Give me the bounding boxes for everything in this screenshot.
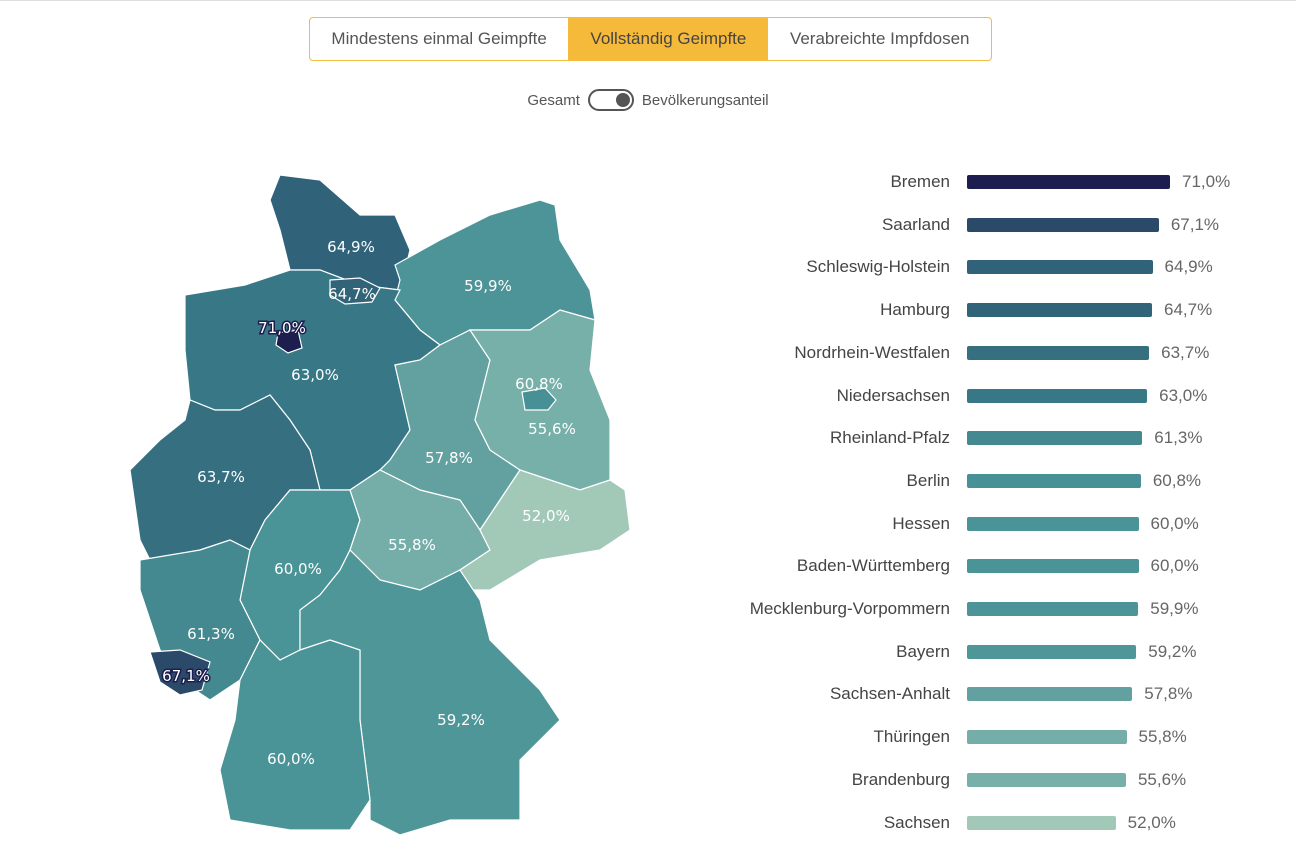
map-region-bremen[interactable] <box>275 329 303 354</box>
bar-value-label: 71,0% <box>1182 172 1231 191</box>
bar[interactable] <box>967 815 1116 830</box>
bar[interactable] <box>967 473 1141 488</box>
bar[interactable] <box>967 516 1139 531</box>
mode-toggle[interactable] <box>587 89 634 111</box>
bar-row: Sachsen-Anhalt 57,8% <box>700 684 1260 704</box>
bar-value-label: 60,0% <box>1150 556 1199 576</box>
bar-label: Hamburg <box>880 300 950 320</box>
metric-tabs: Mindestens einmal Geimpfte Vollständig G… <box>309 17 992 61</box>
bar[interactable] <box>967 217 1159 232</box>
bar-row: Niedersachsen 63,0% <box>700 386 1260 406</box>
tab-first-dose[interactable]: Mindestens einmal Geimpfte <box>331 29 547 48</box>
bar-row: Berlin 60,8% <box>700 471 1260 491</box>
map-value-label: 59,9% <box>464 277 512 295</box>
tab-fully-vaccinated[interactable]: Vollständig Geimpfte <box>568 18 769 60</box>
bar-label: Bremen <box>890 172 950 191</box>
toggle-label-total: Gesamt <box>527 91 580 109</box>
bar-label: Niedersachsen <box>836 385 950 405</box>
bar-label: Thüringen <box>873 727 950 747</box>
bar-label: Schleswig-Holstein <box>806 257 950 277</box>
map-value-label: 71,0% <box>258 319 306 337</box>
bar-value-label: 55,6% <box>1137 769 1187 789</box>
map-region-baden-württemberg[interactable] <box>219 638 371 831</box>
bar-value-label: 67,1% <box>1170 214 1220 234</box>
map-value-label: 63,7% <box>197 468 245 486</box>
map-region-hamburg[interactable] <box>329 277 381 305</box>
bar-label: Nordrhein-Westfalen <box>794 342 950 362</box>
map-value-label: 60,0% <box>267 750 315 768</box>
map-value-label: 55,8% <box>388 536 436 554</box>
bar-label: Saarland <box>881 214 950 234</box>
map-value-label: 57,8% <box>425 449 473 467</box>
bar-value-label: 61,3% <box>1154 428 1203 448</box>
top-divider <box>0 0 1296 1</box>
bar-row: Thüringen 55,8% <box>700 727 1260 747</box>
map-value-label: 64,7% <box>328 285 376 303</box>
bar-row: Mecklenburg-Vorpommern 59,9% <box>700 599 1260 619</box>
map-value-label: 55,6% <box>528 420 576 438</box>
bar[interactable] <box>967 260 1153 275</box>
bar-value-label: 52,0% <box>1127 812 1176 832</box>
map-value-label: 60,8% <box>515 375 563 393</box>
bar[interactable] <box>967 345 1150 360</box>
bar[interactable] <box>967 303 1152 318</box>
bar-value-label: 55,8% <box>1138 727 1187 747</box>
bar[interactable] <box>967 772 1126 787</box>
bar-value-label: 64,9% <box>1164 257 1213 277</box>
map-value-label: 60,0% <box>274 560 322 578</box>
map-value-label: 63,0% <box>291 366 339 384</box>
tab-doses-administered[interactable]: Verabreichte Impfdosen <box>789 29 970 48</box>
map-region-berlin[interactable] <box>521 387 557 411</box>
bar-label: Brandenburg <box>851 769 950 789</box>
bar[interactable] <box>967 602 1139 616</box>
bar-row: Sachsen 52,0% <box>700 813 1260 833</box>
bar[interactable] <box>967 388 1148 403</box>
bar-label: Mecklenburg-Vorpommern <box>749 599 950 618</box>
bar-row: Brandenburg 55,6% <box>700 770 1260 790</box>
bar-label: Rheinland-Pfalz <box>829 428 950 448</box>
bar-label: Sachsen-Anhalt <box>829 684 950 704</box>
bar[interactable] <box>967 431 1143 446</box>
bar-value-label: 57,8% <box>1144 684 1193 704</box>
map-value-label: 52,0% <box>522 507 570 525</box>
bar-row: Hessen 60,0% <box>700 514 1260 534</box>
map-region-saarland[interactable] <box>149 649 211 696</box>
bar-label: Sachsen <box>883 812 950 832</box>
bar-label: Bayern <box>896 641 950 661</box>
bar-row: Nordrhein-Westfalen 63,7% <box>700 343 1260 363</box>
bar-row: Baden-Württemberg 60,0% <box>700 556 1260 576</box>
bar-value-label: 59,9% <box>1150 599 1199 618</box>
bar[interactable] <box>967 644 1137 659</box>
bar-row: Rheinland-Pfalz 61,3% <box>700 428 1260 448</box>
bar[interactable] <box>967 730 1127 745</box>
bar-row: Bayern 59,2% <box>700 642 1260 662</box>
bar-row: Saarland 67,1% <box>700 215 1260 235</box>
toggle-knob <box>615 93 630 107</box>
bar-label: Berlin <box>906 470 950 490</box>
bar-value-label: 59,2% <box>1148 641 1197 661</box>
bar-value-label: 63,7% <box>1161 342 1210 362</box>
bar-value-label: 60,8% <box>1152 470 1202 490</box>
bar[interactable] <box>967 175 1170 189</box>
bar-row: Hamburg 64,7% <box>700 300 1260 320</box>
bar[interactable] <box>967 687 1133 702</box>
bar-value-label: 63,0% <box>1159 385 1208 405</box>
bar-label: Baden-Württemberg <box>796 556 950 576</box>
mode-toggle-row: Gesamt Bevölkerungsanteil <box>0 89 1296 111</box>
map-value-label: 64,9% <box>327 238 375 256</box>
bar-row: Schleswig-Holstein 64,9% <box>700 257 1260 277</box>
bar[interactable] <box>967 559 1139 574</box>
bar-label: Hessen <box>892 513 950 533</box>
map-value-label: 59,2% <box>437 711 485 729</box>
bar-value-label: 60,0% <box>1150 513 1199 533</box>
toggle-label-share: Bevölkerungsanteil <box>641 91 769 109</box>
bar-row: Bremen 71,0% <box>700 172 1260 192</box>
germany-map: 64,9% 59,9% 63,0% 64,7% 71,0% 63,7% 57,8% 55,6%… <box>129 174 631 836</box>
map-value-label: 67,1% <box>162 667 210 685</box>
bar-value-label: 64,7% <box>1163 300 1213 320</box>
map-value-label: 61,3% <box>187 625 235 643</box>
